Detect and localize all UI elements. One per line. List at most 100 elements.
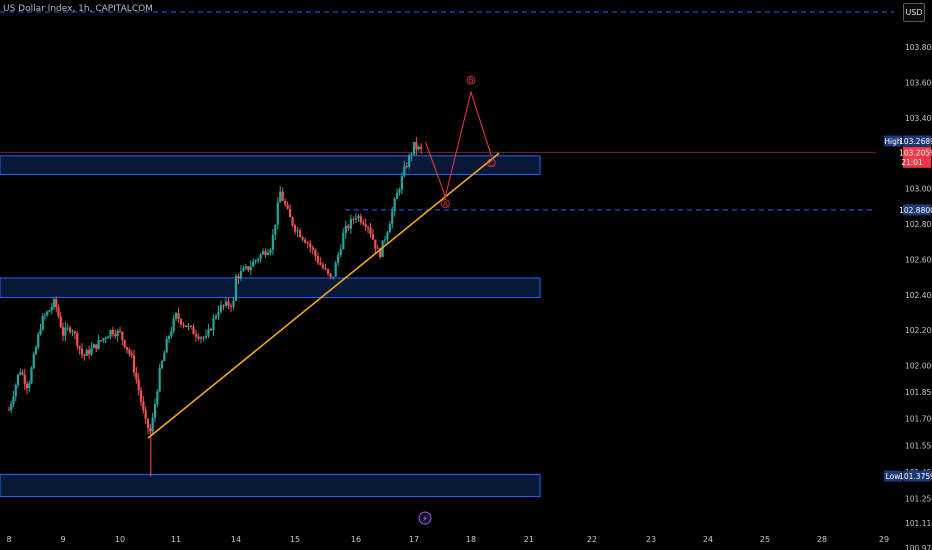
candle-body — [417, 146, 420, 150]
x-tick-label: 29 — [879, 535, 889, 544]
candle-body — [146, 418, 150, 429]
candle-body — [34, 347, 38, 355]
candle-body — [21, 372, 24, 375]
candle-body — [257, 259, 260, 261]
candle-body — [121, 331, 124, 340]
candle-body — [144, 410, 147, 419]
candle-body — [104, 338, 107, 340]
candle-body — [242, 268, 245, 272]
candle-body — [264, 251, 267, 255]
x-tick-label: 14 — [231, 535, 241, 544]
candle-body — [135, 372, 138, 380]
candle-body — [321, 264, 325, 269]
candle-body — [194, 334, 198, 337]
candle-body — [279, 191, 282, 203]
candle-body — [64, 327, 67, 336]
candle-body — [116, 330, 119, 337]
wave-label-ring-c — [486, 158, 496, 168]
candle-body — [344, 225, 347, 234]
y-tick-label: 102.0000 — [905, 362, 932, 371]
candle-body — [95, 344, 98, 349]
candle-body — [309, 243, 312, 248]
candle-body — [43, 315, 47, 317]
candle-body — [405, 166, 408, 168]
candle-body — [342, 233, 345, 250]
candle-body — [224, 301, 228, 306]
candle-body — [408, 155, 411, 167]
candle-body — [388, 224, 391, 233]
candle-body — [123, 339, 126, 348]
candle-body — [25, 383, 29, 389]
candle-body — [184, 325, 188, 327]
candle-body — [204, 335, 208, 338]
candle-body — [276, 202, 279, 225]
countdown-timer: 21:01 — [901, 158, 923, 167]
candle-body — [371, 234, 375, 240]
y-tick-label: 101.2500 — [905, 494, 932, 503]
candle-body — [247, 266, 250, 271]
x-tick-label: 21 — [524, 535, 534, 544]
candle-body — [189, 325, 193, 327]
candle-body — [109, 330, 112, 337]
candle-body — [41, 316, 44, 330]
y-tick-label: 101.7000 — [905, 415, 932, 424]
candle-body — [156, 391, 159, 405]
candle-body — [197, 336, 200, 339]
candle-body — [249, 266, 252, 271]
candle-body — [92, 344, 95, 348]
x-tick-label: 16 — [351, 535, 361, 544]
candle-body — [7, 409, 11, 411]
candle-body — [90, 347, 93, 355]
x-tick-label: 11 — [171, 535, 181, 544]
candle-body — [217, 311, 220, 316]
candle-body — [187, 325, 190, 327]
candle-body — [357, 216, 360, 219]
candle-body — [28, 383, 31, 389]
candle-body — [174, 313, 178, 319]
x-tick-label: 22 — [587, 535, 597, 544]
low-tag-value-bg — [903, 470, 931, 482]
candle-body — [199, 337, 203, 339]
x-tick-label: 23 — [646, 535, 656, 544]
candle-body — [207, 328, 210, 336]
x-tick-label: 18 — [466, 535, 476, 544]
candle-body — [349, 218, 353, 229]
candle-body — [339, 249, 342, 255]
trendline — [147, 152, 500, 439]
candle-body — [222, 305, 225, 306]
current-price-bg — [903, 146, 931, 168]
candle-body — [139, 390, 143, 402]
wave-label-ring-a — [440, 199, 450, 208]
y-tick-label: 102.4000 — [905, 291, 932, 300]
candle-body — [59, 316, 62, 328]
candle-body — [158, 368, 161, 392]
wave-label-c: C — [489, 159, 494, 167]
candle-body — [410, 154, 413, 156]
candle-body — [391, 211, 394, 225]
candle-body — [369, 227, 372, 235]
high-tag-label-bg — [884, 135, 902, 147]
candle-body — [379, 248, 382, 257]
candle-body — [80, 348, 84, 355]
x-tick-label: 28 — [817, 535, 827, 544]
high-tag-value-bg — [903, 135, 931, 147]
candle-body — [114, 334, 117, 337]
candle-body — [252, 261, 255, 267]
candle-body — [306, 242, 309, 244]
candle-body — [288, 208, 292, 218]
candle-body — [304, 239, 307, 243]
candle-body — [403, 166, 406, 177]
candle-body — [386, 232, 389, 240]
candle-body — [398, 189, 401, 193]
candle-body — [298, 230, 302, 238]
candle-body — [85, 349, 88, 356]
candle-body — [271, 234, 274, 250]
candle-body — [364, 224, 367, 227]
candle-body — [73, 331, 76, 334]
candle-body — [39, 329, 42, 335]
currency-button[interactable]: USD — [903, 3, 925, 22]
candle-body — [314, 249, 317, 257]
candle-body — [259, 254, 262, 260]
